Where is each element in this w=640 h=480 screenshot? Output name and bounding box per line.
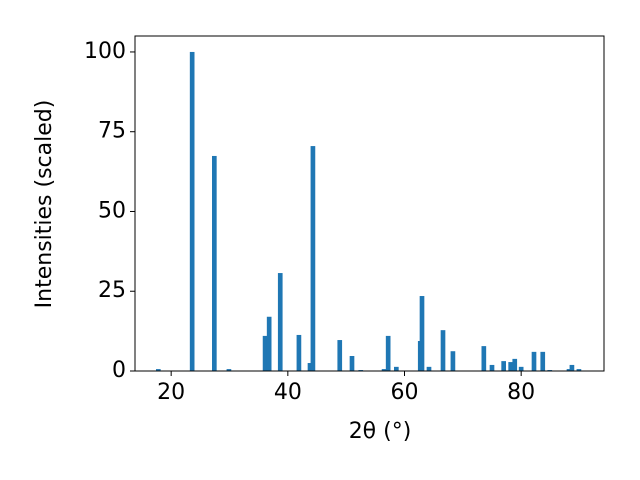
bar bbox=[266, 316, 272, 371]
y-tick-label: 25 bbox=[98, 278, 126, 303]
bar bbox=[426, 366, 432, 371]
bar bbox=[156, 369, 161, 371]
plot-frame bbox=[134, 35, 605, 372]
bar bbox=[569, 364, 575, 371]
bar bbox=[481, 346, 487, 371]
y-tick-label: 0 bbox=[112, 358, 126, 383]
bar bbox=[518, 366, 524, 371]
bar bbox=[540, 351, 546, 371]
y-tick-label: 100 bbox=[84, 39, 126, 64]
x-tick-label: 60 bbox=[391, 380, 419, 405]
bar bbox=[385, 335, 391, 371]
bar bbox=[349, 356, 355, 371]
bar bbox=[307, 363, 313, 371]
x-tick-label: 40 bbox=[274, 380, 302, 405]
bar bbox=[262, 335, 268, 371]
bar bbox=[212, 155, 217, 371]
bar bbox=[566, 369, 572, 371]
bar bbox=[394, 366, 399, 371]
bar bbox=[531, 351, 537, 371]
bar bbox=[419, 296, 425, 371]
bar bbox=[189, 51, 195, 371]
x-tick-label: 20 bbox=[157, 380, 185, 405]
bar bbox=[489, 364, 495, 371]
bar bbox=[296, 334, 302, 371]
y-axis-label: Intensities (scaled) bbox=[32, 100, 57, 309]
x-tick-label: 80 bbox=[507, 380, 535, 405]
bar bbox=[508, 362, 513, 371]
bar bbox=[440, 330, 446, 371]
y-tick-label: 75 bbox=[98, 119, 126, 144]
x-axis-label: 2θ (°) bbox=[349, 419, 412, 444]
bar bbox=[501, 361, 506, 371]
bar bbox=[450, 351, 456, 371]
bar bbox=[226, 369, 232, 371]
bar bbox=[277, 273, 283, 371]
bar bbox=[512, 358, 518, 371]
y-tick-label: 50 bbox=[98, 198, 126, 223]
bar bbox=[310, 146, 316, 371]
bar bbox=[337, 340, 343, 371]
bar bbox=[381, 369, 387, 371]
bar bbox=[576, 369, 582, 371]
